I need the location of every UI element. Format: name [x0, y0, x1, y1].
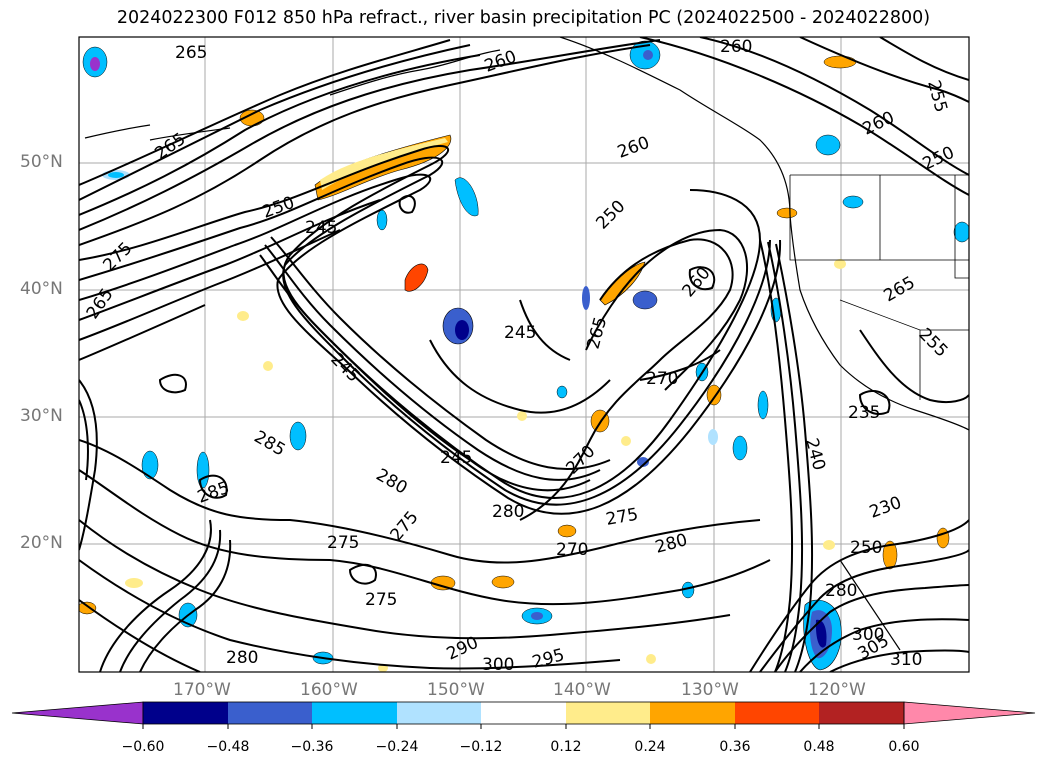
map-border — [78, 36, 970, 673]
lat-label-40n: 40°N — [20, 279, 63, 299]
colorbar-tick: 0.12 — [550, 739, 582, 755]
precip-fill-negative — [82, 40, 969, 671]
colorbar — [11, 701, 1036, 729]
colorbar-swatch — [397, 702, 481, 724]
colorbar-tick: −0.36 — [290, 739, 334, 755]
lon-label-160w: 160°W — [300, 680, 358, 700]
lat-label-30n: 30°N — [20, 406, 63, 426]
contour-label: 260 — [720, 37, 752, 57]
contour-label: 270 — [646, 369, 678, 389]
colorbar-swatch — [735, 702, 819, 724]
lat-label-50n: 50°N — [20, 152, 63, 172]
colorbar-swatch — [481, 702, 566, 724]
contour-label: 245 — [440, 448, 472, 468]
contour-label: 250 — [850, 538, 882, 558]
contour-label: 275 — [327, 533, 359, 553]
lon-label-120w: 120°W — [808, 680, 866, 700]
colorbar-tick: −0.24 — [375, 739, 419, 755]
contour-lines — [79, 37, 969, 672]
colorbar-tick: −0.60 — [121, 739, 165, 755]
colorbar-tick: 0.36 — [719, 739, 751, 755]
borders — [789, 174, 969, 400]
coastlines — [84, 37, 969, 651]
contour-label: 245 — [305, 218, 337, 238]
contour-label: 300 — [852, 625, 884, 645]
colorbar-extend-max — [903, 701, 1036, 725]
contour-label: 280 — [226, 648, 258, 668]
contour-label: 235 — [848, 403, 880, 423]
lon-label-130w: 130°W — [681, 680, 739, 700]
colorbar-swatch — [819, 702, 904, 724]
contour-label: 265 — [175, 43, 207, 63]
colorbar-tick: 0.24 — [634, 739, 666, 755]
contour-label: 270 — [556, 540, 588, 560]
lat-label-20n: 20°N — [20, 533, 63, 553]
colorbar-tick: 0.60 — [888, 739, 920, 755]
colorbar-tick: −0.48 — [206, 739, 250, 755]
map-title: 2024022300 F012 850 hPa refract., river … — [116, 8, 931, 28]
red-patch-150w — [404, 263, 429, 292]
colorbar-swatch — [228, 702, 312, 724]
map-area — [79, 37, 969, 672]
contour-label: 245 — [504, 323, 536, 343]
lon-label-150w: 150°W — [427, 680, 485, 700]
contour-label: 310 — [890, 650, 922, 670]
contour-label: 280 — [825, 581, 857, 601]
colorbar-swatch — [566, 702, 650, 724]
colorbar-swatch — [143, 702, 228, 724]
contour-label: 300 — [482, 655, 514, 675]
contour-label: 275 — [365, 590, 397, 610]
colorbar-extend-min — [11, 701, 144, 725]
colorbar-swatch — [312, 702, 397, 724]
lon-label-170w: 170°W — [173, 680, 231, 700]
lon-label-140w: 140°W — [553, 680, 611, 700]
contour-label: 280 — [492, 502, 524, 522]
colorbar-tick: 0.48 — [803, 739, 835, 755]
colorbar-swatch — [650, 702, 735, 724]
colorbar-tick: −0.12 — [459, 739, 503, 755]
